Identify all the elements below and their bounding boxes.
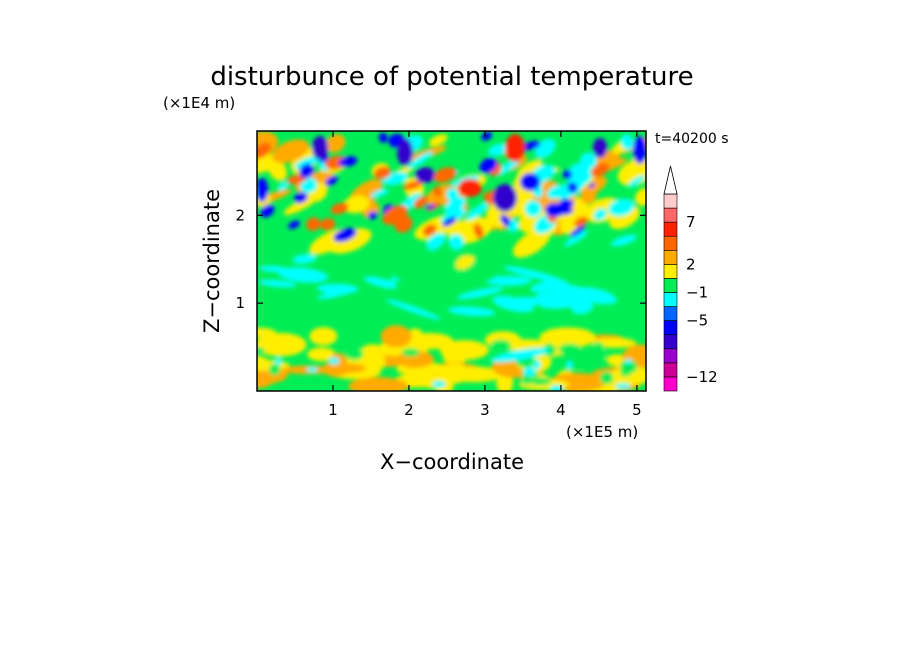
colorbar-swatch [663, 193, 678, 209]
colorbar-label: −5 [686, 312, 708, 330]
heatmap-field [257, 131, 646, 391]
x-tick-label: 5 [632, 401, 642, 419]
y-tick-label: 2 [235, 206, 245, 224]
colorbar-label: −1 [686, 284, 708, 302]
x-axis: 1 2 3 4 5 [328, 131, 642, 419]
colorbar-label: 2 [686, 255, 696, 273]
y-axis: 12 [235, 206, 646, 312]
colorbar-swatch [663, 249, 678, 265]
plot-frame [256, 130, 647, 392]
colorbar-swatch [663, 278, 678, 293]
colorbar-label: 7 [686, 213, 696, 231]
x-unit-label: (×1E5 m) [566, 423, 638, 441]
colorbar-swatch [663, 221, 678, 237]
colorbar-swatch [663, 362, 678, 378]
colorbar-extend-arrow [663, 165, 678, 195]
y-axis-label: Z−coordinate [200, 189, 224, 333]
colorbar-swatch [663, 348, 678, 364]
x-tick-label: 1 [328, 401, 338, 419]
x-tick-label: 2 [404, 401, 414, 419]
colorbar-swatch [663, 235, 678, 251]
y-tick-label: 1 [235, 294, 245, 312]
colorbar-label: −12 [686, 368, 718, 386]
colorbar-swatch [663, 306, 678, 321]
colorbar-swatch [663, 376, 678, 392]
x-axis-label: X−coordinate [380, 450, 524, 474]
x-tick-label: 3 [480, 401, 490, 419]
colorbar-swatch [663, 264, 678, 279]
colorbar-swatch [663, 207, 678, 223]
colorbar: −12−5−127 [663, 165, 718, 392]
colorbar-swatch [663, 320, 678, 336]
colorbar-swatch [663, 334, 678, 350]
y-unit-label: (×1E4 m) [163, 94, 235, 112]
x-tick-label: 4 [556, 401, 566, 419]
chart-title: disturbunce of potential temperature [210, 62, 693, 92]
time-label: t=40200 s [655, 131, 729, 147]
colorbar-swatch [663, 292, 678, 307]
